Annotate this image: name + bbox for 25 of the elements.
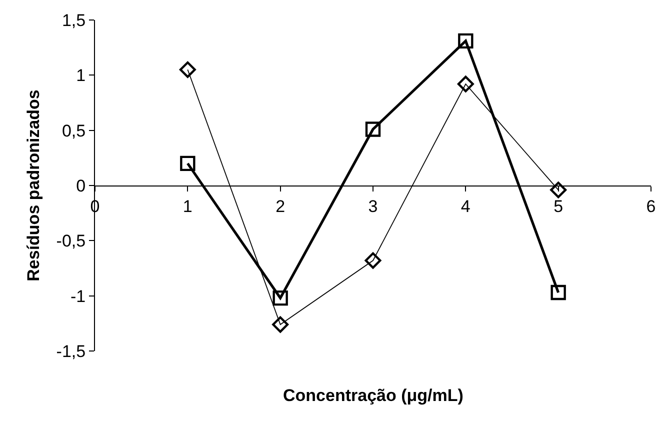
point (272, 290, 288, 306)
x-tick-label: 1 (182, 196, 192, 216)
x-tick-label: 2 (276, 196, 286, 216)
point (364, 252, 382, 269)
y-axis-title: Resíduos padronizados (24, 90, 43, 282)
point (272, 316, 289, 333)
y-tick-label: -1,5 (56, 342, 86, 361)
point (180, 156, 196, 172)
x-tick-label: 3 (368, 196, 378, 216)
x-tick-label: 6 (646, 196, 656, 216)
point (457, 76, 474, 92)
x-tick-label: 4 (460, 196, 470, 216)
y-tick-label: 0 (76, 176, 86, 196)
point (458, 33, 474, 49)
y-tick-label: -1 (70, 286, 86, 306)
x-tick-label: 5 (554, 196, 564, 216)
y-tick-label: -0,5 (56, 232, 86, 251)
point (365, 122, 381, 137)
point (550, 284, 566, 300)
point (179, 61, 196, 78)
y-tick-label: 1,5 (62, 10, 86, 30)
x-axis-title: Concentração (μg/mL) (283, 386, 464, 405)
y-tick-label: 0,5 (62, 121, 86, 140)
point (550, 182, 567, 198)
y-tick-label: 1 (76, 66, 86, 86)
